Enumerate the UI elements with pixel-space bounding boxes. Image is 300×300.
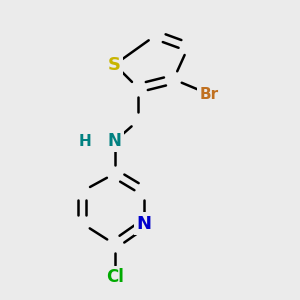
Text: S: S xyxy=(108,56,121,74)
Text: Cl: Cl xyxy=(106,268,124,286)
Text: H: H xyxy=(79,134,92,149)
Text: N: N xyxy=(136,214,152,232)
Text: Br: Br xyxy=(199,87,218,102)
Text: N: N xyxy=(108,132,122,150)
